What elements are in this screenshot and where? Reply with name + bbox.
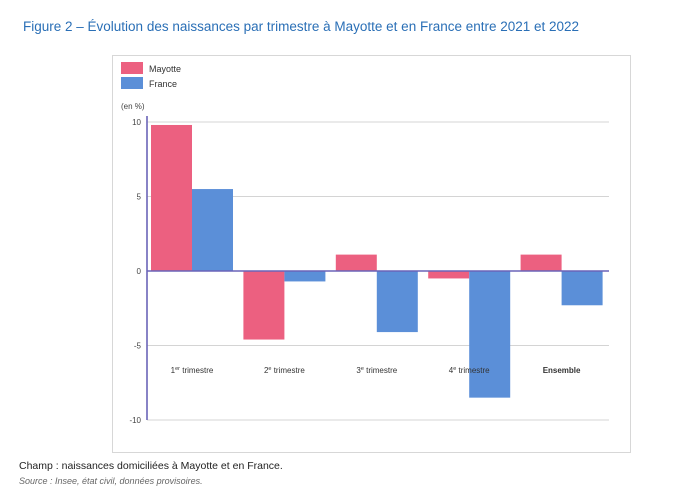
x-tick-label: 4e trimestre xyxy=(449,366,490,375)
bar-france-1 xyxy=(192,189,233,271)
x-tick-label: Ensemble xyxy=(543,366,581,375)
legend: Mayotte France xyxy=(121,62,181,89)
legend-swatch-mayotte xyxy=(121,62,143,74)
bar-france-4 xyxy=(469,271,511,398)
bar-mayotte-1 xyxy=(151,124,192,271)
chart-footnote: Champ : naissances domiciliées à Mayotte… xyxy=(19,460,283,472)
bar-france-2 xyxy=(284,271,326,282)
bar-france-3 xyxy=(376,271,418,333)
y-tick-label: -10 xyxy=(129,416,141,425)
bar-mayotte-5 xyxy=(520,254,562,271)
x-tick-label: 3e trimestre xyxy=(356,366,397,375)
bar-chart: 10 5 0 -5 -10 (en %) 1er trimestre 2e trimestre… xyxy=(121,62,609,425)
y-axis-label: (en %) xyxy=(121,102,145,111)
axes: 10 5 0 -5 -10 (en %) 1er trimestre 2e trimestre… xyxy=(121,102,609,425)
x-tick-label: 2e trimestre xyxy=(264,366,305,375)
bars xyxy=(151,124,603,398)
bar-mayotte-2 xyxy=(243,271,285,340)
bar-france-5 xyxy=(561,271,603,306)
legend-swatch-france xyxy=(121,77,143,89)
x-tick-label: 1er trimestre xyxy=(171,366,214,375)
y-tick-label: -5 xyxy=(134,342,142,351)
y-tick-label: 0 xyxy=(137,267,142,276)
y-tick-label: 5 xyxy=(137,193,142,202)
chart-frame: 10 5 0 -5 -10 (en %) 1er trimestre 2e trimestre… xyxy=(112,55,631,453)
y-tick-label: 10 xyxy=(132,118,141,127)
legend-label-mayotte: Mayotte xyxy=(149,64,181,74)
figure-title: Figure 2 – Évolution des naissances par … xyxy=(23,19,580,34)
bar-mayotte-3 xyxy=(335,254,377,271)
bar-mayotte-4 xyxy=(428,271,470,279)
legend-label-france: France xyxy=(149,79,177,89)
chart-source: Source : Insee, état civil, données prov… xyxy=(19,476,203,486)
